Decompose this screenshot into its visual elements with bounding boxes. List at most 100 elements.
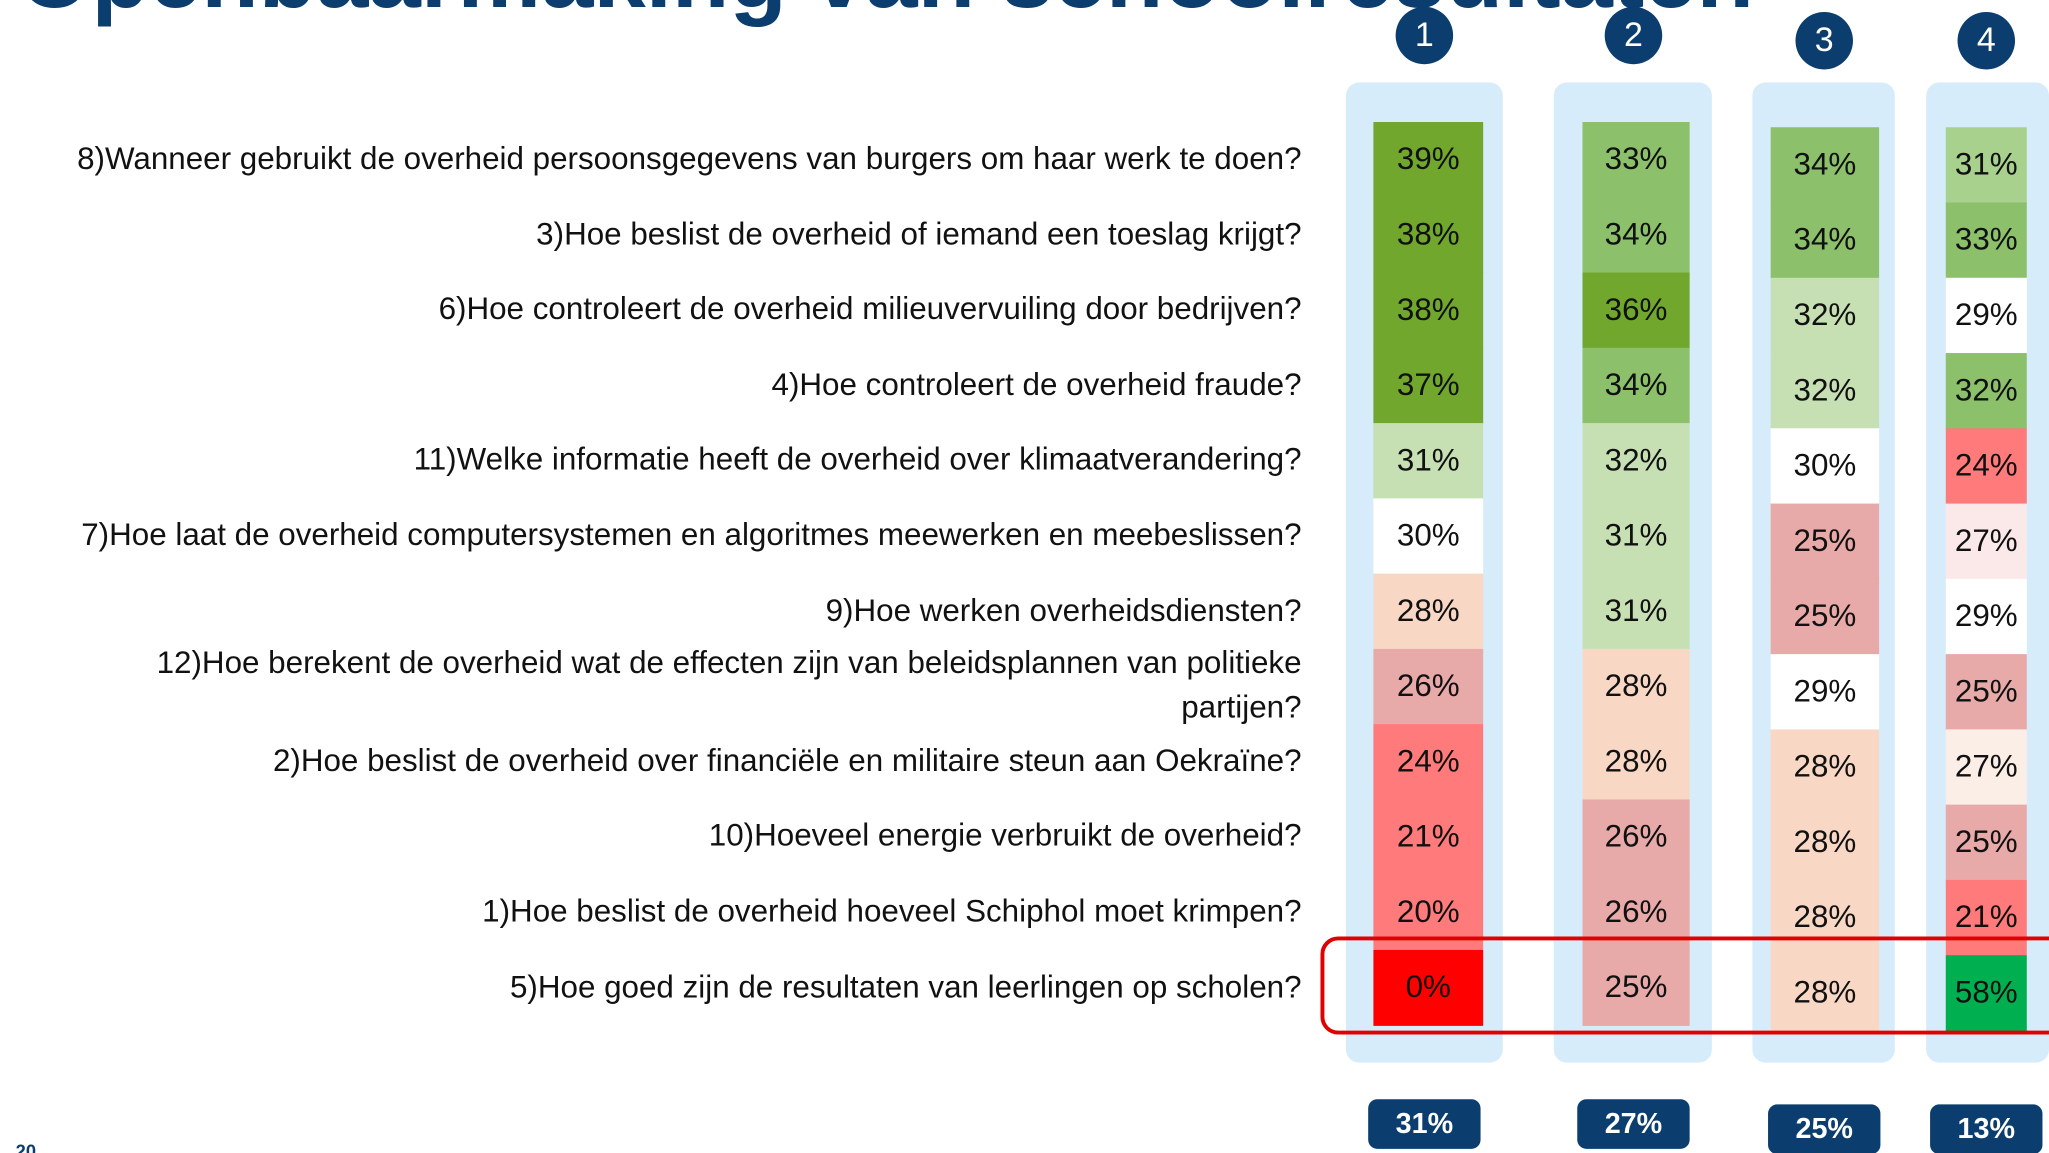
question-label: 9)Hoe werken overheidsdiensten?	[825, 592, 1302, 629]
cell-value: 32%	[1794, 372, 1857, 407]
question-row: 9)Hoe werken overheidsdiensten?	[825, 592, 1302, 629]
question-row: 12)Hoe berekent de overheid wat de effec…	[156, 646, 1302, 726]
column-badge	[1604, 6, 1663, 65]
heat-cell	[1373, 573, 1484, 650]
heat-cell	[1373, 648, 1484, 725]
question-label: 4)Hoe controleert de overheid fraude?	[771, 367, 1302, 403]
cell-value: 28%	[1794, 749, 1857, 784]
cell-value: 31%	[1605, 593, 1668, 628]
cell-value: 27%	[1955, 749, 2018, 784]
question-row: 7)Hoe laat de overheid computersystemen …	[81, 518, 1301, 553]
heat-cell	[1945, 428, 2027, 505]
column-header: 3	[1815, 21, 1834, 59]
heat-cell	[1770, 277, 1880, 354]
page-number: 20	[16, 1141, 36, 1153]
cell-value: 32%	[1794, 297, 1857, 332]
cell-value: 24%	[1955, 448, 2018, 483]
heat-cell	[1770, 955, 1880, 1032]
cell-value: 31%	[1605, 518, 1668, 553]
heat-cell	[1945, 654, 2027, 731]
cell-value: 28%	[1605, 743, 1668, 778]
heat-cell	[1945, 955, 2027, 1032]
cell-value: 37%	[1397, 367, 1460, 402]
heat-cell	[1770, 804, 1880, 881]
heat-cell	[1582, 272, 1690, 349]
cell-value: 21%	[1397, 819, 1460, 854]
slide-title: Openbaarmaking van schoolresultaten	[18, 0, 1754, 27]
heat-cell	[1945, 804, 2027, 881]
cell-value: 28%	[1605, 668, 1668, 703]
question-label: 1)Hoe beslist de overheid hoeveel Schiph…	[482, 894, 1302, 930]
heat-cell	[1770, 353, 1880, 429]
cell-value: 26%	[1605, 819, 1668, 854]
heat-cell	[1582, 648, 1690, 725]
question-row: 8)Wanneer gebruikt de overheid persoonsg…	[77, 141, 1301, 176]
cell-value: 32%	[1605, 442, 1668, 477]
question-row: 2)Hoe beslist de overheid over financiël…	[272, 743, 1302, 779]
question-row: 11)Welke informatie heeft de overheid ov…	[413, 442, 1302, 478]
heat-cell	[1770, 428, 1880, 505]
heat-cell	[1582, 122, 1690, 198]
cell-value: 21%	[1955, 899, 2018, 934]
heat-cell	[1373, 197, 1484, 274]
heat-cell	[1945, 578, 2027, 655]
cell-value: 34%	[1605, 217, 1668, 252]
total-pill	[1930, 1104, 2043, 1153]
cell-value: 29%	[1955, 598, 2018, 633]
heat-cell	[1582, 197, 1690, 274]
column-header: 1	[1415, 16, 1434, 54]
heat-cell	[1770, 879, 1880, 956]
cell-value: 32%	[1955, 372, 2018, 407]
cell-value: 36%	[1605, 292, 1668, 327]
heat-cell	[1582, 498, 1690, 575]
total-pill	[1368, 1099, 1481, 1149]
question-label: 3)Hoe beslist de overheid of iemand een …	[536, 216, 1302, 252]
heat-cell	[1582, 347, 1690, 424]
question-row: 5)Hoe goed zijn de resultaten van leerli…	[509, 969, 1302, 1005]
heat-cell	[1373, 423, 1484, 500]
column-header: 2	[1624, 16, 1643, 54]
cell-value: 0%	[1406, 969, 1451, 1004]
cell-value: 28%	[1397, 593, 1460, 628]
cell-value: 34%	[1605, 367, 1668, 402]
heat-cell	[1770, 729, 1880, 806]
heat-cell	[1373, 347, 1484, 424]
cell-value: 39%	[1397, 141, 1460, 176]
heat-cell	[1945, 879, 2027, 956]
question-row: 1)Hoe beslist de overheid hoeveel Schiph…	[482, 894, 1302, 930]
cell-value: 25%	[1955, 673, 2018, 708]
column-badge	[1795, 11, 1853, 70]
heat-cell	[1945, 127, 2027, 204]
question-row: 3)Hoe beslist de overheid of iemand een …	[536, 216, 1302, 252]
cell-value: 26%	[1397, 668, 1460, 703]
cell-value: 27%	[1955, 523, 2018, 558]
question-label: 5)Hoe goed zijn de resultaten van leerli…	[509, 969, 1302, 1005]
cell-value: 34%	[1794, 146, 1857, 181]
heat-cell	[1582, 724, 1690, 801]
question-label: 2)Hoe beslist de overheid over financiël…	[272, 743, 1302, 779]
cell-value: 30%	[1397, 518, 1460, 553]
total-pill	[1577, 1099, 1690, 1149]
heat-cell	[1373, 272, 1484, 349]
heat-cell	[1770, 503, 1880, 580]
heat-cell	[1945, 202, 2027, 279]
heat-cell	[1582, 799, 1690, 876]
heat-cell	[1373, 122, 1484, 198]
cell-value: 25%	[1605, 969, 1668, 1004]
cell-value: 31%	[1955, 146, 2018, 181]
question-label: 10)Hoeveel energie verbruikt de overheid…	[708, 818, 1302, 855]
cell-value: 25%	[1955, 824, 2018, 859]
heat-cell	[1582, 573, 1690, 650]
column-total: 27%	[1605, 1108, 1663, 1140]
question-label: 11)Welke informatie heeft de overheid ov…	[413, 442, 1302, 478]
highlight-box	[1320, 936, 2049, 1035]
cell-value: 25%	[1794, 598, 1857, 633]
question-label: 12)Hoe berekent de overheid wat de effec…	[156, 646, 1302, 726]
heat-cell	[1373, 498, 1484, 575]
cell-value: 58%	[1955, 974, 2018, 1009]
cell-value: 29%	[1794, 673, 1857, 708]
heat-cell	[1945, 353, 2027, 429]
question-row: 4)Hoe controleert de overheid fraude?	[771, 367, 1302, 403]
cell-value: 20%	[1397, 894, 1460, 929]
heat-cell	[1945, 277, 2027, 354]
